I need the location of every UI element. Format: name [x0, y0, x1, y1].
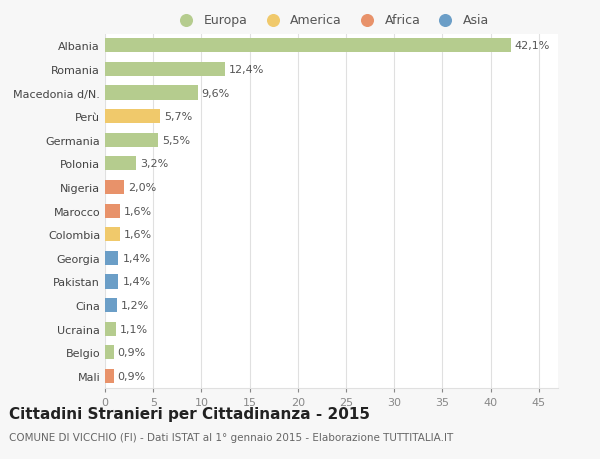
Text: 1,2%: 1,2%: [121, 300, 149, 310]
Bar: [105, 322, 116, 336]
Text: 5,5%: 5,5%: [162, 135, 190, 146]
Text: 2,0%: 2,0%: [128, 183, 157, 193]
Text: 0,9%: 0,9%: [118, 347, 146, 358]
Bar: [105, 157, 136, 171]
Legend: Europa, America, Africa, Asia: Europa, America, Africa, Asia: [174, 14, 489, 27]
Text: 1,1%: 1,1%: [119, 324, 148, 334]
Bar: [105, 110, 160, 124]
Bar: [105, 251, 118, 265]
Bar: [105, 204, 121, 218]
Text: 3,2%: 3,2%: [140, 159, 168, 169]
Bar: [105, 228, 121, 242]
Text: 1,4%: 1,4%: [122, 253, 151, 263]
Text: 0,9%: 0,9%: [118, 371, 146, 381]
Bar: [105, 298, 116, 313]
Bar: [105, 86, 197, 101]
Text: 1,4%: 1,4%: [122, 277, 151, 287]
Bar: [105, 369, 113, 383]
Bar: [105, 63, 224, 77]
Text: 9,6%: 9,6%: [202, 88, 230, 98]
Bar: [105, 180, 124, 195]
Bar: [105, 346, 113, 359]
Text: 12,4%: 12,4%: [229, 65, 264, 75]
Text: Cittadini Stranieri per Cittadinanza - 2015: Cittadini Stranieri per Cittadinanza - 2…: [9, 406, 370, 421]
Text: 1,6%: 1,6%: [124, 206, 152, 216]
Text: 1,6%: 1,6%: [124, 230, 152, 240]
Bar: [105, 39, 511, 53]
Text: 5,7%: 5,7%: [164, 112, 192, 122]
Text: COMUNE DI VICCHIO (FI) - Dati ISTAT al 1° gennaio 2015 - Elaborazione TUTTITALIA: COMUNE DI VICCHIO (FI) - Dati ISTAT al 1…: [9, 432, 453, 442]
Bar: [105, 275, 118, 289]
Bar: [105, 134, 158, 147]
Text: 42,1%: 42,1%: [515, 41, 550, 51]
